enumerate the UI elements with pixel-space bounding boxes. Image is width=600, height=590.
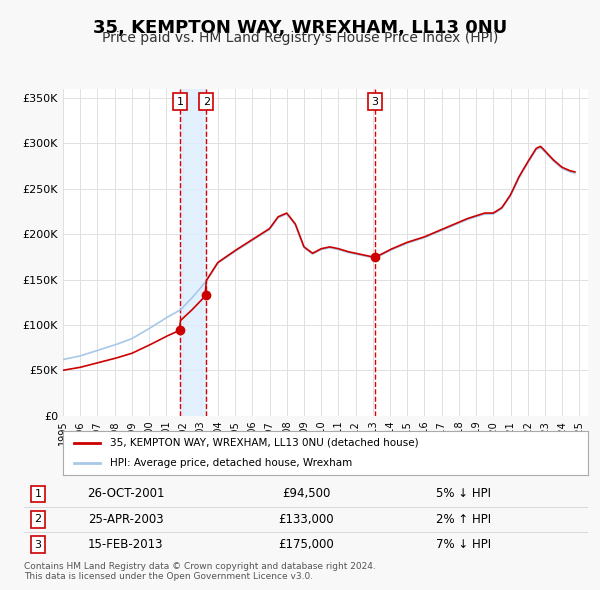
Text: 3: 3 [371, 97, 379, 107]
Text: 3: 3 [35, 539, 41, 549]
Text: 7% ↓ HPI: 7% ↓ HPI [436, 538, 491, 551]
Text: 1: 1 [35, 489, 41, 499]
Text: Price paid vs. HM Land Registry's House Price Index (HPI): Price paid vs. HM Land Registry's House … [102, 31, 498, 45]
Text: 35, KEMPTON WAY, WREXHAM, LL13 0NU (detached house): 35, KEMPTON WAY, WREXHAM, LL13 0NU (deta… [110, 438, 419, 448]
Text: 25-APR-2003: 25-APR-2003 [88, 513, 163, 526]
Text: 5% ↓ HPI: 5% ↓ HPI [436, 487, 491, 500]
Text: £175,000: £175,000 [278, 538, 334, 551]
Bar [180, 88, 206, 416]
Text: 2% ↑ HPI: 2% ↑ HPI [436, 513, 491, 526]
Text: 15-FEB-2013: 15-FEB-2013 [88, 538, 163, 551]
Text: 26-OCT-2001: 26-OCT-2001 [87, 487, 164, 500]
Text: 2: 2 [35, 514, 41, 524]
Text: Contains HM Land Registry data © Crown copyright and database right 2024.: Contains HM Land Registry data © Crown c… [24, 562, 376, 571]
Text: £94,500: £94,500 [282, 487, 330, 500]
Text: This data is licensed under the Open Government Licence v3.0.: This data is licensed under the Open Gov… [24, 572, 313, 581]
Text: HPI: Average price, detached house, Wrexham: HPI: Average price, detached house, Wrex… [110, 458, 353, 468]
Text: 1: 1 [177, 97, 184, 107]
Text: 35, KEMPTON WAY, WREXHAM, LL13 0NU: 35, KEMPTON WAY, WREXHAM, LL13 0NU [93, 19, 507, 37]
Text: £133,000: £133,000 [278, 513, 334, 526]
Text: 2: 2 [203, 97, 210, 107]
